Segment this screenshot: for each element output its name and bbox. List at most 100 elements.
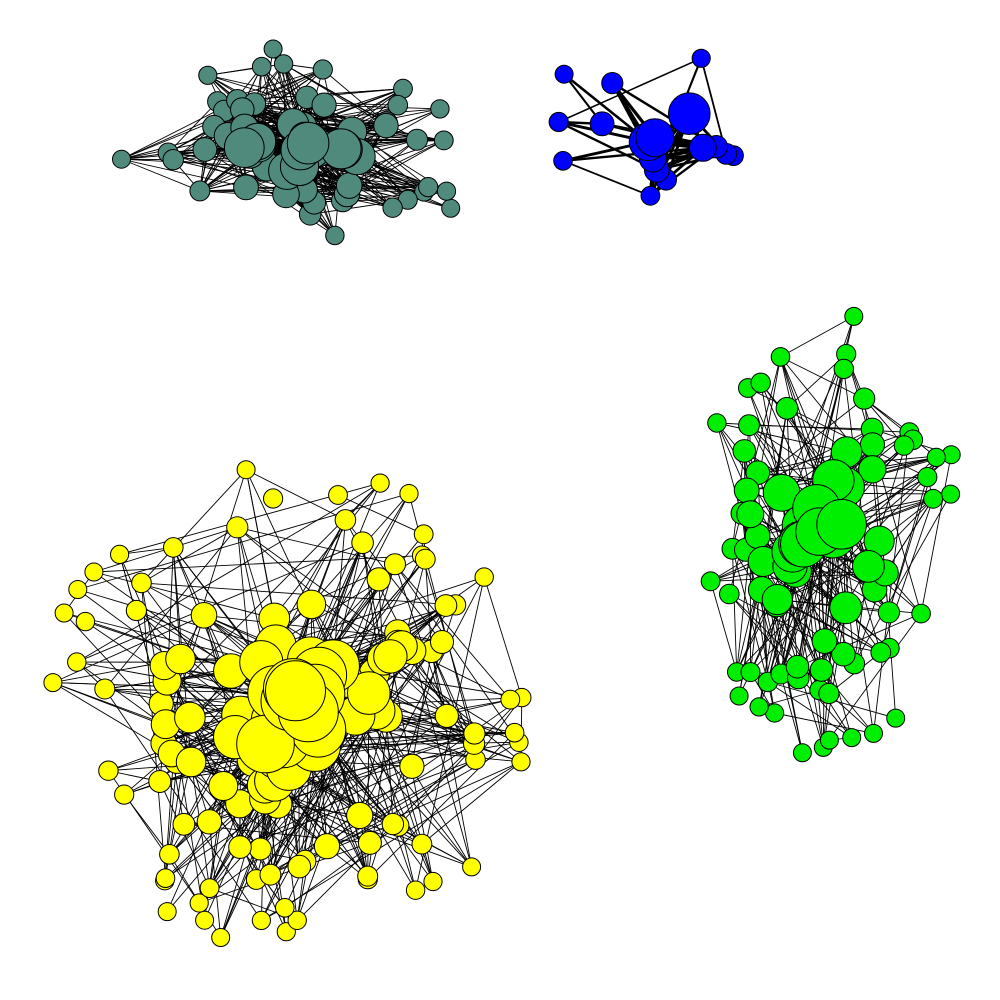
yellow-node (462, 857, 482, 877)
yellow-node (463, 722, 486, 745)
yellow-node (346, 801, 374, 830)
green-edge (880, 498, 934, 653)
green-node (732, 439, 757, 463)
blue-node (688, 133, 717, 162)
yellow-node (287, 910, 307, 930)
yellow-node (413, 524, 434, 545)
green-node (740, 662, 761, 683)
yellow-node (174, 701, 206, 734)
yellow-node (347, 671, 391, 715)
yellow-edge (237, 526, 475, 734)
yellow-node (334, 509, 357, 531)
teal-node (436, 181, 457, 201)
green-node (870, 642, 892, 663)
yellow-node (373, 639, 408, 674)
teal-node (233, 174, 259, 201)
yellow-edge (141, 526, 238, 584)
yellow-node (110, 544, 130, 565)
yellow-node (405, 880, 426, 900)
green-node (819, 730, 839, 750)
teal-node (311, 92, 337, 118)
yellow-node (430, 630, 454, 654)
yellow-node (211, 928, 231, 947)
green-edge (822, 613, 922, 748)
yellow-node (148, 770, 172, 793)
yellow-node (399, 484, 419, 504)
yellow-node (190, 602, 218, 629)
teal-node (335, 172, 363, 199)
yellow-node (351, 531, 374, 555)
green-node (917, 467, 938, 488)
yellow-edge (374, 672, 522, 699)
yellow-node (265, 660, 326, 722)
yellow-edge (52, 682, 166, 725)
green-edge (821, 669, 874, 734)
teal-node (192, 137, 218, 162)
teal-node (373, 112, 399, 139)
green-node (707, 413, 727, 433)
yellow-edge (359, 576, 485, 816)
green-node (941, 484, 961, 504)
yellow-node (165, 643, 196, 675)
node-layer (43, 39, 961, 947)
green-edge (853, 493, 951, 664)
yellow-node (131, 572, 152, 594)
green-node (729, 686, 749, 706)
teal-edge (167, 101, 218, 154)
green-node (770, 347, 791, 367)
green-node (719, 583, 740, 605)
green-edge (780, 316, 855, 358)
yellow-node (504, 722, 525, 743)
yellow-edge (168, 761, 192, 855)
teal-node (112, 149, 131, 169)
yellow-node (296, 589, 327, 620)
yellow-edge (359, 743, 475, 816)
green-node (911, 603, 931, 624)
yellow-node (189, 893, 209, 913)
yellow-node (411, 833, 433, 855)
teal-edge (121, 158, 201, 192)
blue-edge (562, 159, 651, 197)
yellow-edge (431, 651, 473, 867)
yellow-edge (199, 842, 371, 904)
green-node (833, 358, 854, 380)
yellow-node (275, 898, 295, 918)
green-edge (863, 398, 937, 458)
yellow-edge (260, 651, 432, 850)
yellow-node (313, 833, 341, 860)
yellow-node (157, 902, 177, 922)
yellow-node (98, 760, 119, 781)
yellow-edge (104, 527, 238, 690)
yellow-node (511, 752, 531, 772)
yellow-edge (141, 582, 456, 606)
teal-node (286, 121, 330, 165)
green-node (886, 708, 906, 728)
teal-node (189, 180, 211, 202)
blue-edge (562, 146, 704, 162)
green-node (792, 743, 812, 763)
teal-edge (207, 74, 307, 98)
yellow-node (414, 548, 436, 570)
green-node (738, 414, 760, 437)
yellow-node (94, 678, 116, 700)
yellow-edge (93, 555, 423, 573)
green-node (733, 477, 760, 504)
yellow-edge (421, 761, 522, 845)
green-node (785, 654, 810, 679)
green-node (923, 488, 943, 509)
yellow-edge (245, 469, 275, 619)
teal-node (418, 177, 439, 198)
yellow-edge (239, 765, 413, 848)
green-edge (780, 356, 865, 400)
yellow-edge (166, 785, 224, 912)
yellow-node (196, 809, 223, 835)
blue-node (668, 92, 711, 135)
yellow-node (208, 771, 239, 801)
yellow-node (423, 871, 443, 892)
yellow-edge (93, 571, 275, 619)
yellow-edge (76, 542, 363, 663)
yellow-node (434, 703, 459, 729)
yellow-node (228, 835, 252, 859)
yellow-node (175, 746, 207, 778)
